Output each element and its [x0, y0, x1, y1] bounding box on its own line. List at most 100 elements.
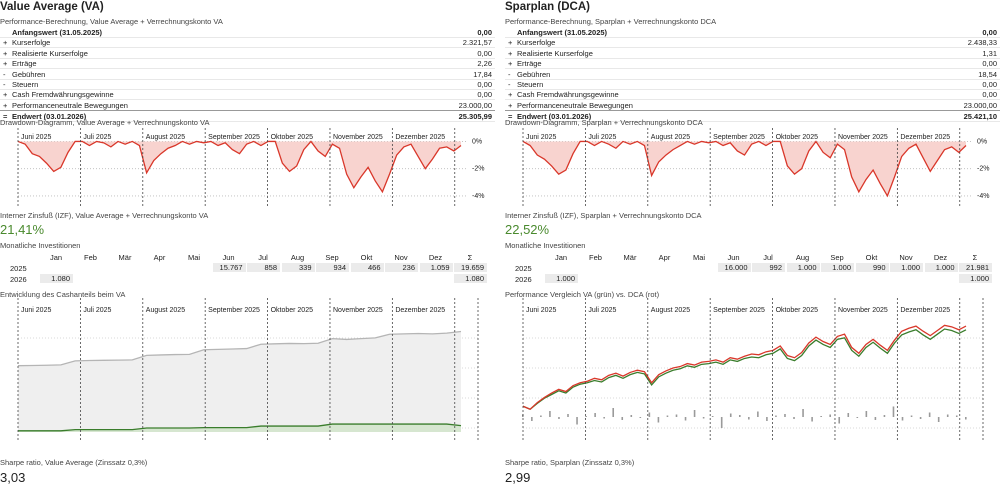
diff-bar — [603, 417, 605, 419]
diff-bar — [711, 416, 714, 417]
perf-row: + Kurserfolge 2.321,57 — [0, 37, 495, 49]
row-label: Steuern — [517, 80, 544, 89]
table-year: 2026 — [515, 275, 532, 284]
month-label: November 2025 — [838, 134, 888, 141]
irr-value: 21,41% — [0, 222, 45, 237]
row-label: Kurserfolge — [517, 38, 556, 48]
month-label: Juli 2025 — [588, 307, 616, 314]
month-label: Juli 2025 — [83, 307, 111, 314]
month-label: August 2025 — [146, 307, 185, 314]
series-line — [522, 324, 967, 410]
row-label: Realisierte Kurserfolge — [12, 48, 88, 58]
table-cell: 858 — [247, 263, 280, 272]
row-sign: - — [508, 80, 511, 89]
table-cell: 1.000 — [924, 263, 958, 272]
table-cell: 339 — [281, 263, 315, 272]
drawdown-line — [522, 140, 967, 198]
diff-bar — [621, 417, 624, 420]
row-label: Gebühren — [12, 69, 46, 79]
panel: Value Average (VA) Performance-Berechnung… — [0, 0, 495, 490]
row-label: Anfangswert (31.05.2025) — [517, 28, 608, 37]
month-label: Juni 2025 — [526, 307, 556, 314]
table-header: Sep — [830, 253, 844, 262]
cash-chart: Juni 2025 Juli 2025 August 2025 September 2… — [17, 298, 479, 440]
month-label: November 2025 — [333, 134, 383, 141]
diff-bar — [657, 417, 660, 423]
month-label: Dezember 2025 — [900, 307, 950, 314]
y-tick-label: 0% — [472, 138, 482, 145]
row-value: 2,26 — [477, 59, 492, 69]
row-sign: + — [508, 90, 513, 100]
row-label: Erträge — [12, 59, 37, 69]
table-cell: 1.000 — [545, 274, 578, 283]
table-year: 2025 — [515, 264, 532, 273]
perf-row: = Endwert (03.01.2026) 25.421,10 — [505, 110, 1000, 123]
drawdown-chart: 0% -2% -4% Juni 2025 Juli 2025 August 2025 Sep… — [17, 128, 484, 206]
diff-bar — [811, 417, 813, 422]
panel-title: Sparplan (DCA) — [505, 1, 590, 13]
diff-bar — [549, 411, 551, 417]
section-title: Interner Zinsfuß (IZF), Value Average + … — [0, 211, 209, 220]
perf-row: + Erträge 2,26 — [0, 58, 495, 70]
sharpe-value: 3,03 — [0, 470, 26, 485]
section-title: Interner Zinsfuß (IZF), Sparplan + Verre… — [505, 211, 702, 220]
y-tick-label: 0% — [977, 138, 987, 145]
table-cell: 934 — [316, 263, 349, 272]
row-label: Performanceneutrale Bewegungen — [12, 100, 128, 110]
series-line — [18, 423, 462, 432]
month-label: Dezember 2025 — [395, 307, 445, 314]
diff-bar — [793, 417, 795, 419]
row-sign: + — [3, 90, 8, 100]
table-header: Jul — [763, 253, 773, 262]
diff-bar — [856, 417, 859, 418]
row-label: Performanceneutrale Bewegungen — [517, 100, 633, 110]
diff-bar — [901, 417, 904, 421]
y-tick-label: -2% — [472, 166, 484, 173]
cash-area — [18, 331, 461, 432]
table-cell: 19.659 — [454, 263, 487, 272]
section-title: Drawdown-Diagramm, Sparplan + Verrechnun… — [505, 118, 703, 127]
section-title: Drawdown-Diagramm, Value Average + Verre… — [0, 118, 210, 127]
diff-bar — [729, 413, 732, 417]
diff-bar — [738, 415, 741, 417]
diff-bar — [567, 414, 569, 417]
row-value: 0,00 — [982, 90, 997, 100]
row-value: 17,84 — [473, 69, 492, 79]
panel-title: Value Average (VA) — [0, 1, 104, 13]
table-header: Apr — [153, 253, 166, 262]
y-tick-label: -2% — [977, 166, 989, 173]
month-label: September 2025 — [208, 134, 260, 141]
perf-row: - Steuern 0,00 — [505, 79, 1000, 90]
diff-bar — [965, 417, 967, 420]
table-header: Feb — [84, 253, 97, 262]
diff-bar — [883, 415, 886, 417]
table-header: Dez — [428, 253, 443, 262]
diff-bar — [847, 413, 850, 417]
y-tick-label: -4% — [977, 193, 989, 200]
month-label: Juli 2025 — [83, 134, 111, 141]
section-title: Entwicklung des Cashanteils beim VA — [0, 290, 126, 299]
diff-bar — [531, 417, 533, 421]
diff-bar — [955, 415, 958, 417]
table-header: Mär — [623, 253, 637, 262]
month-label: November 2025 — [333, 307, 383, 314]
diff-bar — [829, 414, 831, 417]
row-value: 0,00 — [982, 59, 997, 69]
row-sign: - — [3, 69, 6, 79]
row-value: 18,54 — [978, 69, 997, 79]
row-value: 0,00 — [982, 28, 997, 37]
row-label: Steuern — [12, 80, 39, 89]
section-title: Performance-Berechnung, Sparplan + Verre… — [505, 17, 717, 26]
diff-bar — [558, 417, 560, 419]
diff-bar — [874, 417, 877, 420]
table-header: Σ — [972, 253, 978, 262]
table-header: Jan — [554, 253, 568, 262]
table-cell: 236 — [385, 263, 418, 272]
table-year: 2026 — [10, 275, 27, 284]
section-title: Monatliche Investitionen — [505, 241, 586, 250]
table-header: Mär — [118, 253, 132, 262]
row-sign: + — [3, 100, 8, 110]
perf-row: Anfangswert (31.05.2025) 0,00 — [0, 27, 495, 38]
row-value: 0,00 — [477, 90, 492, 100]
perf-row: - Gebühren 18,54 — [505, 69, 1000, 80]
